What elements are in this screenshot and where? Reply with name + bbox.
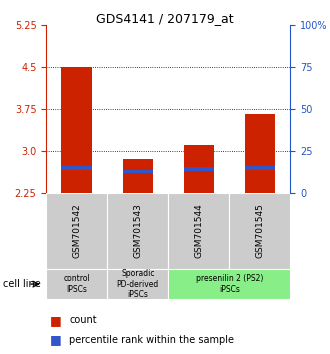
Bar <box>46 193 107 269</box>
Text: GSM701542: GSM701542 <box>72 204 81 258</box>
Text: ■: ■ <box>50 314 61 327</box>
Bar <box>61 67 92 193</box>
Text: GSM701543: GSM701543 <box>133 204 142 258</box>
Text: Sporadic
PD-derived
iPSCs: Sporadic PD-derived iPSCs <box>116 269 159 299</box>
Text: control
IPSCs: control IPSCs <box>63 274 90 294</box>
Bar <box>183 145 214 193</box>
Bar <box>245 114 275 193</box>
Text: presenilin 2 (PS2)
iPSCs: presenilin 2 (PS2) iPSCs <box>196 274 263 294</box>
Bar <box>107 269 168 299</box>
Bar <box>122 159 153 193</box>
Text: GDS4141 / 207179_at: GDS4141 / 207179_at <box>96 12 234 25</box>
Text: GSM701544: GSM701544 <box>194 204 203 258</box>
Bar <box>183 167 214 171</box>
Bar <box>122 170 153 173</box>
Bar <box>46 269 107 299</box>
Text: percentile rank within the sample: percentile rank within the sample <box>69 335 234 345</box>
Text: GSM701545: GSM701545 <box>255 204 264 258</box>
Bar <box>107 193 168 269</box>
Text: cell line: cell line <box>3 279 41 289</box>
Text: count: count <box>69 315 97 325</box>
Bar <box>229 193 290 269</box>
Bar <box>168 193 229 269</box>
Bar <box>245 166 275 170</box>
Bar <box>61 166 92 170</box>
Text: ■: ■ <box>50 333 61 346</box>
Bar <box>168 269 290 299</box>
